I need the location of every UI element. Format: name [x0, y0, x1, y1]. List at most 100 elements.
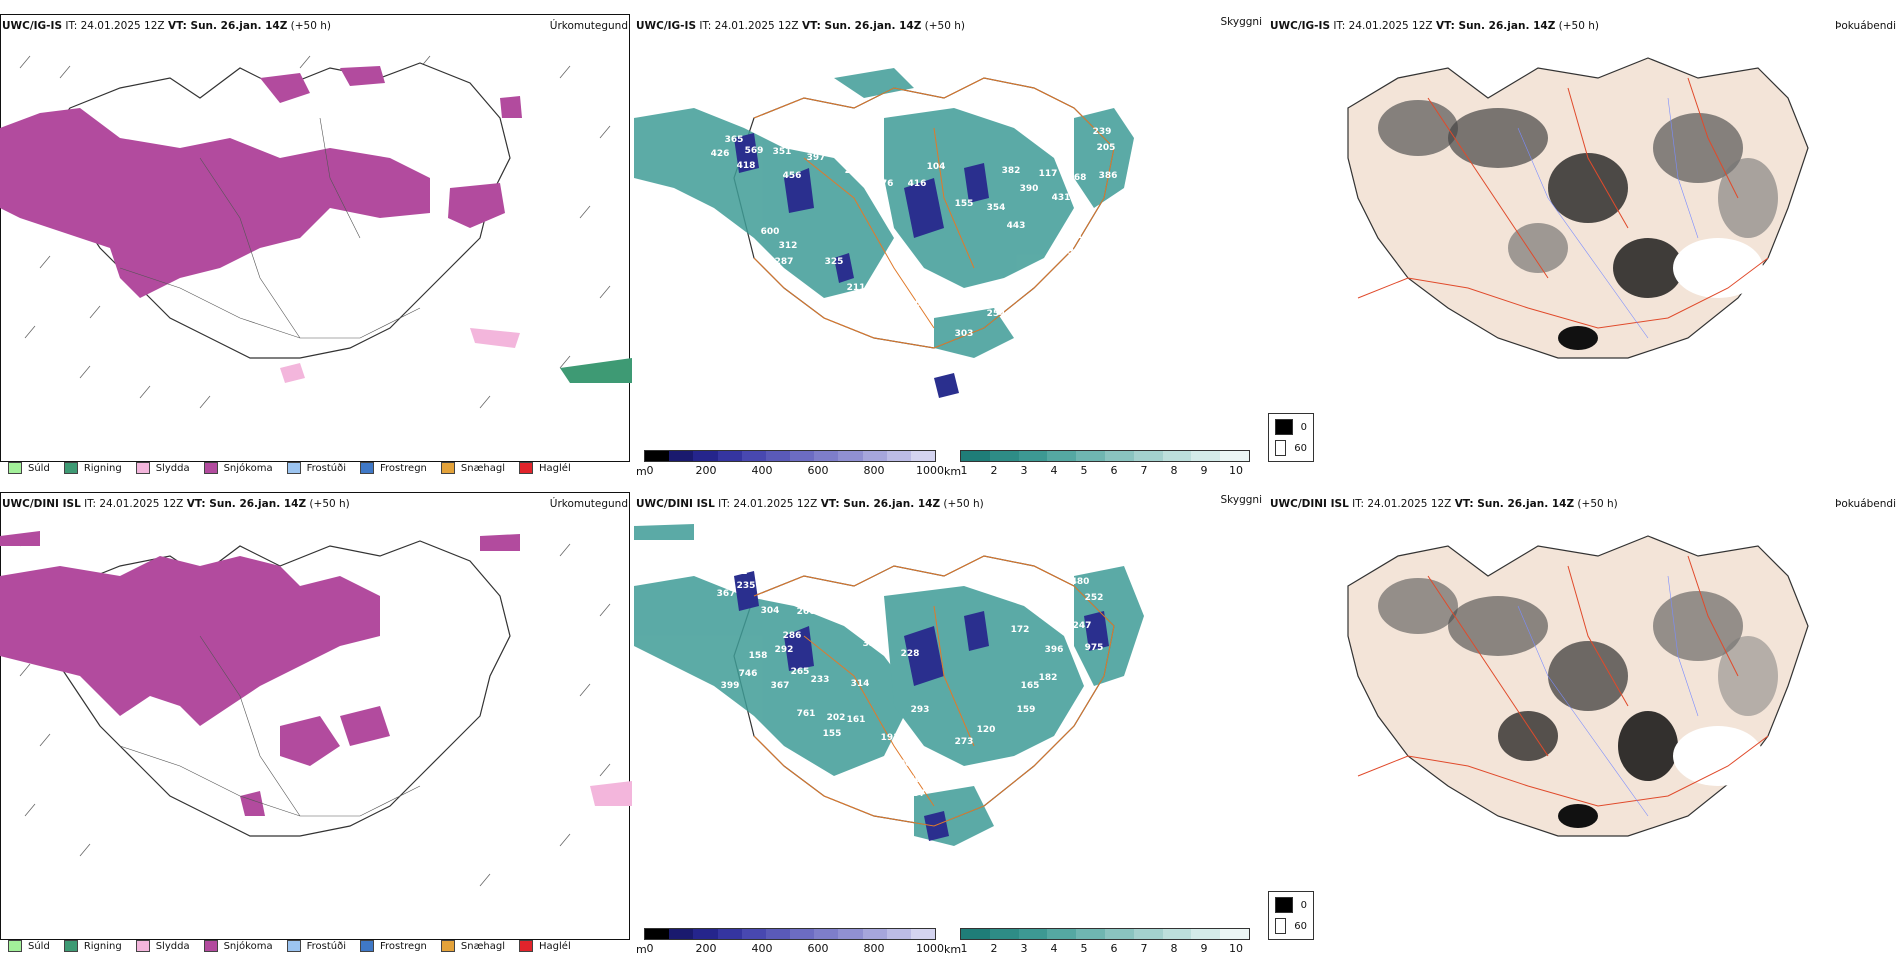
height-label: 746: [739, 669, 758, 679]
height-label: 600: [915, 299, 934, 309]
height-label: 231: [729, 567, 748, 577]
colorbar-boxes: [960, 928, 1250, 940]
height-label: 975: [1085, 643, 1104, 653]
height-label: 303: [1099, 705, 1118, 715]
height-label: 351: [773, 147, 792, 157]
visibility-colorbar: 1 2 3 4 5 6 7 8 9 10: [960, 928, 1250, 956]
height-label: 603: [909, 775, 928, 785]
legend-item-snow-grains: Snæhagl: [440, 462, 505, 474]
precip-legend: Súld Rigning Slydda Snjókoma Frostúði Fr…: [8, 938, 571, 954]
lead-time: (+50 h): [309, 498, 350, 510]
tick-label: 0: [646, 942, 654, 955]
init-time: IT: 24.01.2025 12Z: [699, 20, 799, 32]
legend-item-snow-grains: Snæhagl: [440, 940, 505, 952]
height-label: 198: [869, 283, 888, 293]
visibility-unit: km: [944, 465, 962, 478]
height-label: 155: [823, 729, 842, 739]
height-label: 431: [1052, 193, 1071, 203]
terrain-areas: [734, 571, 1109, 841]
fog-map: [1347, 57, 1809, 359]
precip-type-panel-bottom: UWC/DINI ISL IT: 24.01.2025 12Z VT: Sun.…: [0, 492, 632, 962]
tick-label: 800: [863, 464, 885, 477]
height-label: 202: [827, 713, 846, 723]
height-label: 266: [797, 607, 816, 617]
low-visibility-areas: [634, 68, 1134, 358]
bottom-row: UWC/DINI ISL IT: 24.01.2025 12Z VT: Sun.…: [0, 492, 1900, 962]
tick-label: 3: [1020, 464, 1028, 477]
height-label: 172: [1011, 625, 1030, 635]
height-label: 304: [761, 606, 780, 616]
legend-item-hail: Haglél: [519, 462, 571, 474]
panel-title: Þokuábendi: [1835, 20, 1896, 32]
legend-item-rain: Rigning: [63, 462, 122, 474]
height-label: 276: [875, 179, 894, 189]
panel-frame: [0, 14, 630, 462]
height-label: 426: [711, 149, 730, 159]
init-time: IT: 24.01.2025 12Z: [1352, 498, 1452, 510]
roads: [753, 555, 1115, 827]
legend-item-hail: Haglél: [519, 940, 571, 952]
lead-time: (+50 h): [924, 20, 966, 32]
legend-item-snow: Snjókoma: [203, 462, 273, 474]
elevation-unit: m: [636, 465, 647, 478]
legend-item-frozen-drizzle: Frostúði: [286, 462, 346, 474]
panel-header: UWC/DINI ISL IT: 24.01.2025 12Z VT: Sun.…: [2, 498, 628, 514]
height-label: 303: [955, 329, 974, 339]
model-name: UWC/IG-IS: [636, 20, 697, 32]
fog-indicator-panel-bottom: UWC/DINI ISL IT: 24.01.2025 12Z VT: Sun.…: [1268, 492, 1900, 962]
height-label: 155: [955, 199, 974, 209]
tick-label: 10: [1229, 464, 1243, 477]
roads: [119, 635, 421, 817]
tick-label: 0: [646, 464, 654, 477]
cloud-visibility-panel-bottom: UWC/DINI ISL IT: 24.01.2025 12Z VT: Sun.…: [634, 492, 1266, 962]
rivers: [1517, 575, 1699, 817]
height-label: 39: [1068, 247, 1081, 257]
tick-label: 400: [751, 942, 773, 955]
roads: [119, 117, 421, 339]
height-label: 365: [725, 135, 744, 145]
height-label: 382: [1002, 166, 1021, 176]
panel-header: UWC/IG-IS IT: 24.01.2025 12Z VT: Sun. 26…: [1270, 20, 1896, 36]
tick-label: 8: [1170, 464, 1178, 477]
valid-time: VT: Sun. 26.jan. 14Z: [1454, 498, 1575, 510]
tick-label: 3: [1020, 942, 1028, 955]
height-label: 332: [753, 559, 772, 569]
legend-item-sleet: Slydda: [135, 940, 190, 952]
model-name: UWC/IG-IS: [1270, 20, 1331, 32]
precip-map: [0, 55, 632, 409]
tick-label: 7: [1140, 942, 1148, 955]
height-label: 275: [919, 285, 938, 295]
legend-item-freezing-rain: Frostregn: [360, 940, 427, 952]
height-label: 600: [761, 227, 780, 237]
height-label: 286: [783, 631, 802, 641]
height-label: 444: [901, 327, 920, 337]
fog-shading: [1378, 100, 1778, 350]
height-label: 247: [1073, 621, 1092, 631]
height-label: 202: [875, 271, 894, 281]
tick-label: 8: [1170, 942, 1178, 955]
tick-label: 1000: [916, 464, 944, 477]
height-label: 191: [881, 733, 900, 743]
height-label: 386: [1099, 171, 1118, 181]
panel-header: UWC/DINI ISL IT: 24.01.2025 12Z VT: Sun.…: [1270, 498, 1896, 514]
model-name: UWC/DINI ISL: [636, 498, 715, 510]
fog-indicator-panel-top: UWC/IG-IS IT: 24.01.2025 12Z VT: Sun. 26…: [1268, 14, 1900, 484]
legend-item-snow: Snjókoma: [203, 940, 273, 952]
colorbar-boxes: [644, 928, 936, 940]
sleet-area-2: [470, 328, 520, 348]
height-label: 336: [863, 639, 882, 649]
height-label: 880: [1073, 61, 1092, 71]
tick-label: 200: [695, 464, 717, 477]
tick-label: 600: [807, 464, 829, 477]
height-label: 140: [837, 301, 856, 311]
height-label: 254: [987, 309, 1006, 319]
visibility-colorbar: 1 2 3 4 5 6 7 8 9 10: [960, 450, 1250, 478]
fog-map: [1347, 535, 1809, 837]
panel-header: UWC/IG-IS IT: 24.01.2025 12Z VT: Sun. 26…: [2, 20, 628, 36]
legend-item-rain: Rigning: [63, 940, 122, 952]
init-time: IT: 24.01.2025 12Z: [1333, 20, 1433, 32]
height-label: 182: [1039, 673, 1058, 683]
height-label: 159: [1017, 705, 1036, 715]
height-label: 314: [851, 679, 870, 689]
height-label: 300: [893, 759, 912, 769]
